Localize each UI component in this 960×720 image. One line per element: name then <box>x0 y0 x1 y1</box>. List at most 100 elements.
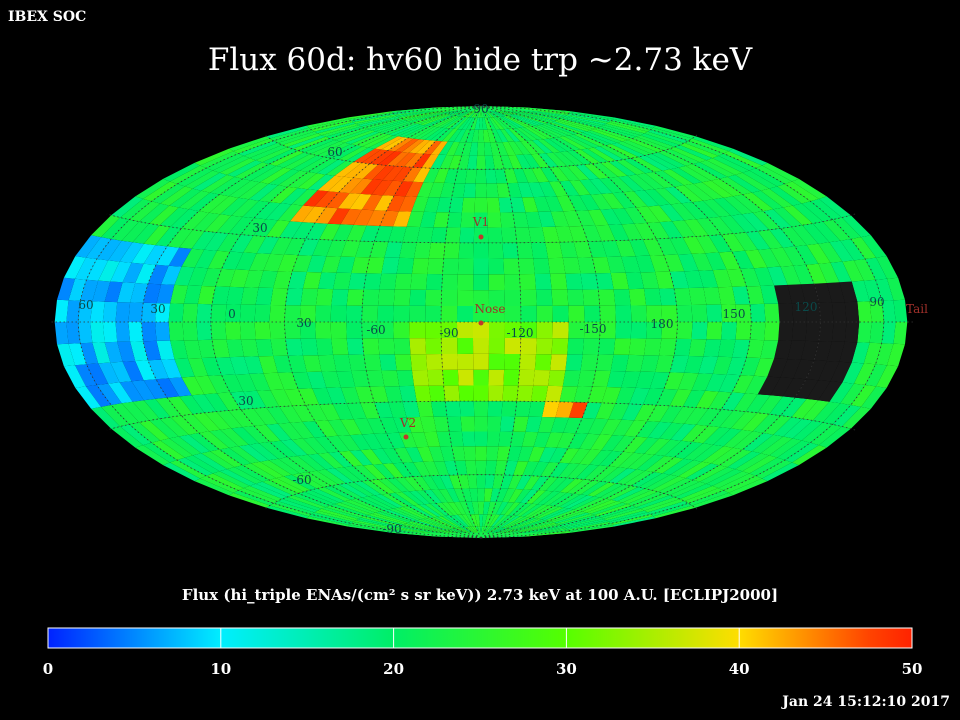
flux-pixel <box>508 141 524 155</box>
flux-pixel <box>369 150 395 165</box>
flux-pixel <box>331 145 363 160</box>
flux-pixel <box>308 158 339 174</box>
flux-pixel <box>425 289 442 306</box>
flux-pixel <box>291 438 318 455</box>
flux-pixel <box>793 264 814 285</box>
flux-pixel <box>413 167 431 183</box>
flux-pixel <box>732 250 754 269</box>
flux-pixel <box>299 305 316 322</box>
flux-pixel <box>398 196 417 212</box>
flux-pixel <box>713 428 742 447</box>
flux-pixel <box>812 401 841 423</box>
flux-pixel <box>501 516 525 528</box>
flux-pixel <box>600 507 641 519</box>
flux-pixel <box>312 387 333 405</box>
flux-pixel <box>363 273 382 290</box>
flux-pixel <box>416 446 434 462</box>
flux-pixel <box>556 119 595 131</box>
flux-pixel <box>473 274 489 291</box>
flux-pixel <box>346 322 363 339</box>
flux-pixel <box>584 465 609 481</box>
longitude-label: 180 <box>651 317 674 331</box>
flux-pixel <box>659 338 677 356</box>
flux-pixel <box>521 197 539 213</box>
marker-label: Nose <box>475 302 506 316</box>
colorbar-tick-label: 20 <box>383 660 404 678</box>
flux-pixel <box>647 421 672 439</box>
flux-pixel <box>635 371 656 389</box>
flux-pixel <box>325 126 365 139</box>
flux-pixel <box>568 112 613 121</box>
flux-pixel <box>353 418 375 435</box>
flux-pixel <box>773 417 803 437</box>
flux-pixel <box>559 241 578 258</box>
flux-pixel <box>612 419 635 436</box>
flux-pixel <box>282 133 322 147</box>
flux-pixel <box>111 219 140 241</box>
flux-pixel <box>504 306 521 322</box>
flux-pixel <box>484 117 492 130</box>
flux-pixel <box>119 242 144 263</box>
flux-pixel <box>409 289 426 306</box>
latitude-label: 30 <box>238 394 253 408</box>
flux-pixel <box>534 273 552 290</box>
flux-pixel <box>663 148 700 165</box>
flux-pixel <box>402 462 422 477</box>
flux-pixel <box>235 252 257 271</box>
flux-pixel <box>441 274 458 290</box>
flux-pixel <box>568 305 585 322</box>
flux-pixel <box>500 502 515 515</box>
flux-pixel <box>465 501 475 515</box>
flux-pixel <box>225 304 241 322</box>
flux-pixel <box>229 136 270 152</box>
flux-pixel <box>829 240 854 262</box>
flux-pixel <box>384 386 403 403</box>
flux-pixel <box>336 371 356 388</box>
flux-pixel <box>488 514 501 527</box>
flux-pixel <box>110 361 132 383</box>
marker-label: V1 <box>472 215 489 229</box>
flux-pixel <box>621 223 643 241</box>
flux-pixel <box>818 262 840 283</box>
flux-pixel <box>863 342 882 365</box>
flux-pixel <box>592 466 619 482</box>
flux-pixel <box>475 460 487 475</box>
flux-pixel <box>54 322 69 345</box>
meridian-line <box>361 105 482 539</box>
flux-pixel <box>269 478 305 494</box>
flux-pixel <box>501 116 525 128</box>
flux-pixel <box>201 174 235 193</box>
flux-pixel <box>360 225 380 242</box>
flux-pixel <box>644 499 685 513</box>
flux-pixel <box>161 359 182 379</box>
flux-pixel <box>302 206 326 223</box>
flux-pixel <box>221 251 244 270</box>
flux-pixel <box>374 195 394 211</box>
flux-pixel <box>255 339 274 357</box>
flux-pixel <box>627 138 664 153</box>
flux-pixel <box>449 116 467 129</box>
flux-pixel <box>262 479 299 496</box>
flux-pixel <box>504 290 521 306</box>
flux-pixel <box>818 242 843 263</box>
flux-pixel <box>515 475 532 490</box>
flux-pixel <box>364 515 404 526</box>
flux-pixel <box>486 514 496 527</box>
flux-pixel <box>757 395 783 415</box>
flux-pixel <box>606 122 648 134</box>
flux-pixel <box>143 181 178 202</box>
flux-pixel <box>661 305 678 322</box>
flux-pixel <box>805 302 821 322</box>
flux-pixel <box>197 339 216 358</box>
flux-pixel <box>54 299 69 322</box>
flux-pixel <box>425 322 442 339</box>
flux-pixel <box>201 357 222 376</box>
flux-pixel <box>466 514 476 527</box>
flux-pixel <box>712 269 733 288</box>
flux-pixel <box>487 416 502 432</box>
longitude-label: 60 <box>78 298 93 312</box>
flux-pixel <box>487 129 497 143</box>
flux-pixel <box>413 113 448 124</box>
flux-pixel <box>444 460 458 476</box>
flux-pixel <box>706 469 743 486</box>
